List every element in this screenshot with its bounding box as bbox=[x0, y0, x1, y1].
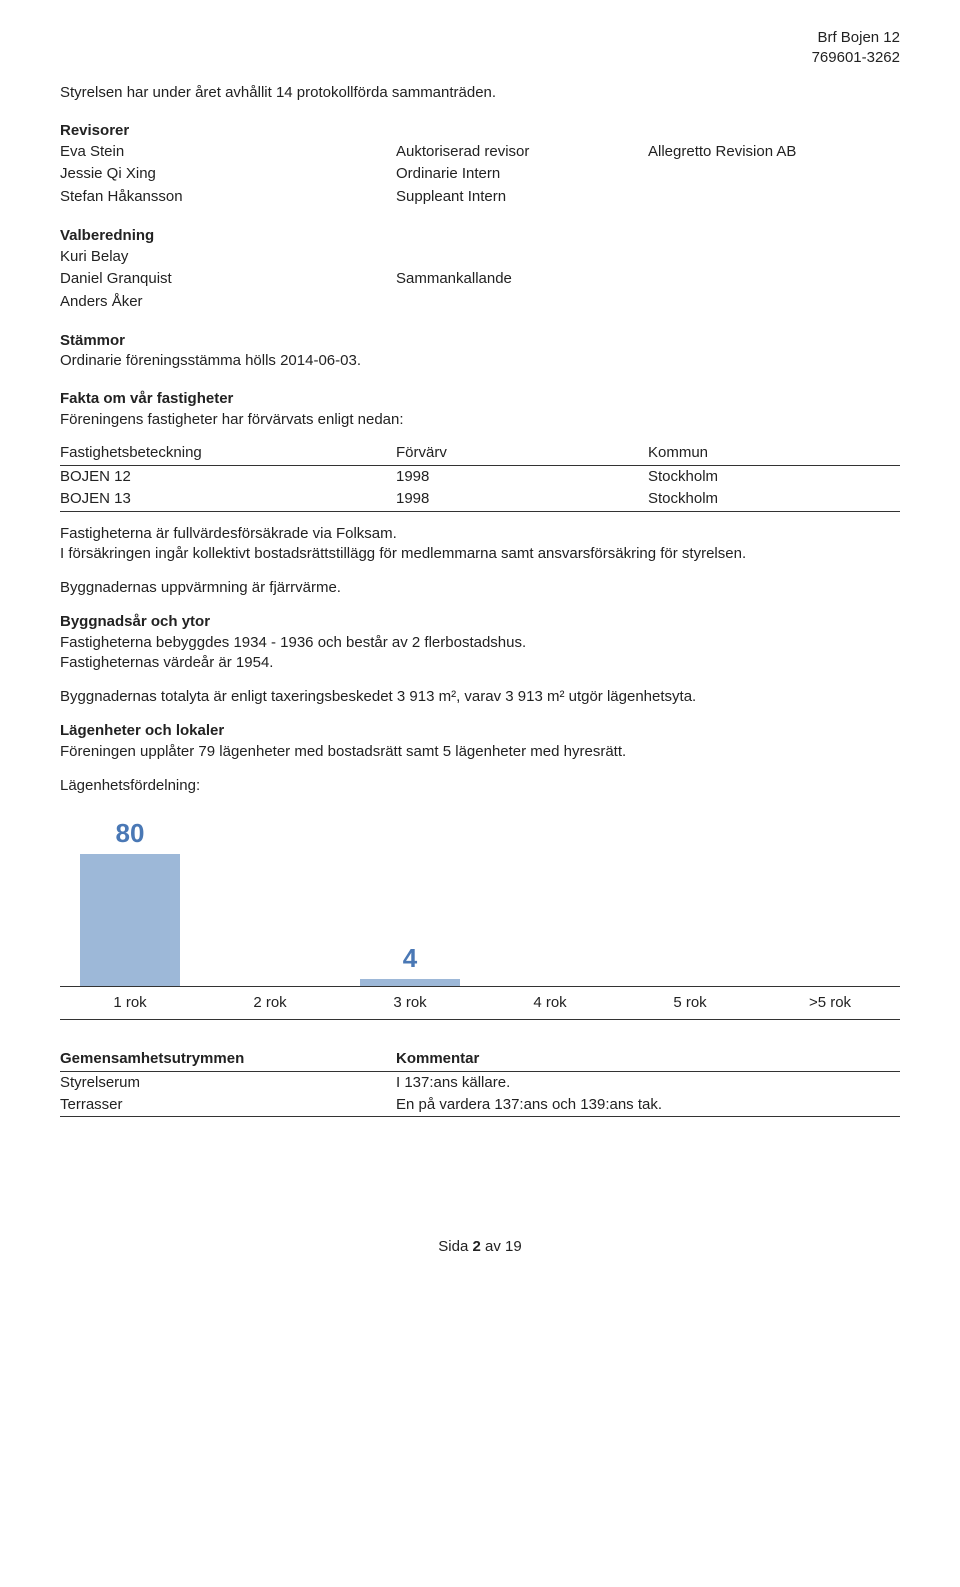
table-row: Anders Åker bbox=[60, 291, 900, 313]
byggnad-body2: Fastigheternas värdeår är 1954. bbox=[60, 653, 900, 673]
lagenheter-heading: Lägenheter och lokaler bbox=[60, 721, 900, 741]
cell: 1998 bbox=[396, 466, 648, 489]
byggnad-section: Byggnadsår och ytor Fastigheterna bebygg… bbox=[60, 612, 900, 673]
cell: Styrelserum bbox=[60, 1071, 396, 1094]
stammor-body: Ordinarie föreningsstämma hölls 2014-06-… bbox=[60, 351, 900, 371]
cell: En på vardera 137:ans och 139:ans tak. bbox=[396, 1094, 900, 1117]
table-row: Terrasser En på vardera 137:ans och 139:… bbox=[60, 1094, 900, 1117]
page-footer: Sida 2 av 19 bbox=[60, 1237, 900, 1257]
chart-bar-cell bbox=[200, 816, 340, 986]
byggnad-heading: Byggnadsår och ytor bbox=[60, 612, 900, 632]
person-name: Eva Stein bbox=[60, 141, 396, 163]
cell: BOJEN 12 bbox=[60, 466, 396, 489]
forsakring-line2: I försäkringen ingår kollektivt bostadsr… bbox=[60, 545, 746, 562]
cell: Stockholm bbox=[648, 466, 900, 489]
fastigheter-heading: Fakta om vår fastigheter bbox=[60, 389, 900, 409]
table-row: Stefan Håkansson Suppleant Intern bbox=[60, 186, 900, 208]
uppvarmning-paragraph: Byggnadernas uppvärmning är fjärrvärme. bbox=[60, 578, 900, 598]
person-name: Anders Åker bbox=[60, 291, 396, 313]
chart-bar-cell bbox=[760, 816, 900, 986]
fastigheter-table: Fastighetsbeteckning Förvärv Kommun BOJE… bbox=[60, 442, 900, 512]
chart-x-label: 5 rok bbox=[620, 993, 760, 1013]
chart-bar-cell: 80 bbox=[60, 816, 200, 986]
totalyta-paragraph: Byggnadernas totalyta är enligt taxering… bbox=[60, 687, 900, 707]
person-role bbox=[396, 246, 648, 268]
person-role bbox=[396, 291, 648, 313]
lagenheter-body: Föreningen upplåter 79 lägenheter med bo… bbox=[60, 742, 900, 762]
cell: I 137:ans källare. bbox=[396, 1071, 900, 1094]
chart-bar-cell: 4 bbox=[340, 816, 480, 986]
org-number: 769601-3262 bbox=[60, 48, 900, 68]
bar-value-label: 80 bbox=[116, 816, 145, 851]
doc-header: Brf Bojen 12 769601-3262 bbox=[60, 28, 900, 69]
chart-x-label: 3 rok bbox=[340, 993, 480, 1013]
valberedning-section: Valberedning Kuri Belay Daniel Granquist… bbox=[60, 226, 900, 313]
cell: Terrasser bbox=[60, 1094, 396, 1117]
revisorer-table: Eva Stein Auktoriserad revisor Allegrett… bbox=[60, 141, 900, 208]
person-extra bbox=[648, 163, 900, 185]
table-row: Daniel Granquist Sammankallande bbox=[60, 268, 900, 290]
fastigheter-section: Fakta om vår fastigheter Föreningens fas… bbox=[60, 389, 900, 511]
table-header-row: Gemensamhetsutrymmen Kommentar bbox=[60, 1048, 900, 1071]
org-name: Brf Bojen 12 bbox=[60, 28, 900, 48]
forsakring-line1: Fastigheterna är fullvärdesförsäkrade vi… bbox=[60, 525, 397, 542]
table-row: Styrelserum I 137:ans källare. bbox=[60, 1071, 900, 1094]
chart-bar-cell bbox=[480, 816, 620, 986]
valberedning-heading: Valberedning bbox=[60, 226, 900, 246]
stammor-section: Stämmor Ordinarie föreningsstämma hölls … bbox=[60, 331, 900, 372]
chart-x-label: 2 rok bbox=[200, 993, 340, 1013]
person-name: Jessie Qi Xing bbox=[60, 163, 396, 185]
apartment-distribution-chart: 80 4 1 rok2 rok3 rok4 rok5 rok>5 rok bbox=[60, 816, 900, 1020]
col-head: Gemensamhetsutrymmen bbox=[60, 1048, 396, 1071]
page-number: Sida 2 av 19 bbox=[438, 1238, 521, 1255]
intro-paragraph: Styrelsen har under året avhållit 14 pro… bbox=[60, 83, 900, 103]
col-head: Förvärv bbox=[396, 442, 648, 466]
cell: BOJEN 13 bbox=[60, 488, 396, 511]
revisorer-heading: Revisorer bbox=[60, 121, 900, 141]
stammor-heading: Stämmor bbox=[60, 331, 900, 351]
person-role: Sammankallande bbox=[396, 268, 648, 290]
person-role: Suppleant Intern bbox=[396, 186, 648, 208]
byggnad-body1: Fastigheterna bebyggdes 1934 - 1936 och … bbox=[60, 633, 900, 653]
lagenheter-section: Lägenheter och lokaler Föreningen upplåt… bbox=[60, 721, 900, 796]
chart-x-label: 1 rok bbox=[60, 993, 200, 1013]
distribution-label: Lägenhetsfördelning: bbox=[60, 776, 900, 796]
cell: Stockholm bbox=[648, 488, 900, 511]
person-extra bbox=[648, 186, 900, 208]
table-row: BOJEN 13 1998 Stockholm bbox=[60, 488, 900, 511]
person-extra: Allegretto Revision AB bbox=[648, 141, 900, 163]
col-head: Kommentar bbox=[396, 1048, 900, 1071]
chart-bar-cell bbox=[620, 816, 760, 986]
table-row: BOJEN 12 1998 Stockholm bbox=[60, 466, 900, 489]
chart-bar bbox=[360, 979, 461, 986]
person-role: Auktoriserad revisor bbox=[396, 141, 648, 163]
table-row: Jessie Qi Xing Ordinarie Intern bbox=[60, 163, 900, 185]
table-header-row: Fastighetsbeteckning Förvärv Kommun bbox=[60, 442, 900, 466]
person-name: Daniel Granquist bbox=[60, 268, 396, 290]
person-name: Kuri Belay bbox=[60, 246, 396, 268]
chart-x-label: 4 rok bbox=[480, 993, 620, 1013]
gemensam-table: Gemensamhetsutrymmen Kommentar Styrelser… bbox=[60, 1048, 900, 1117]
bar-value-label: 4 bbox=[403, 941, 417, 976]
fastigheter-sub: Föreningens fastigheter har förvärvats e… bbox=[60, 410, 900, 430]
table-row: Kuri Belay bbox=[60, 246, 900, 268]
col-head: Kommun bbox=[648, 442, 900, 466]
valberedning-table: Kuri Belay Daniel Granquist Sammankallan… bbox=[60, 246, 900, 313]
col-head: Fastighetsbeteckning bbox=[60, 442, 396, 466]
person-role: Ordinarie Intern bbox=[396, 163, 648, 185]
cell: 1998 bbox=[396, 488, 648, 511]
person-name: Stefan Håkansson bbox=[60, 186, 396, 208]
chart-x-label: >5 rok bbox=[760, 993, 900, 1013]
chart-bar bbox=[80, 854, 181, 986]
table-row: Eva Stein Auktoriserad revisor Allegrett… bbox=[60, 141, 900, 163]
forsakring-paragraph: Fastigheterna är fullvärdesförsäkrade vi… bbox=[60, 524, 900, 565]
revisorer-section: Revisorer Eva Stein Auktoriserad revisor… bbox=[60, 121, 900, 208]
